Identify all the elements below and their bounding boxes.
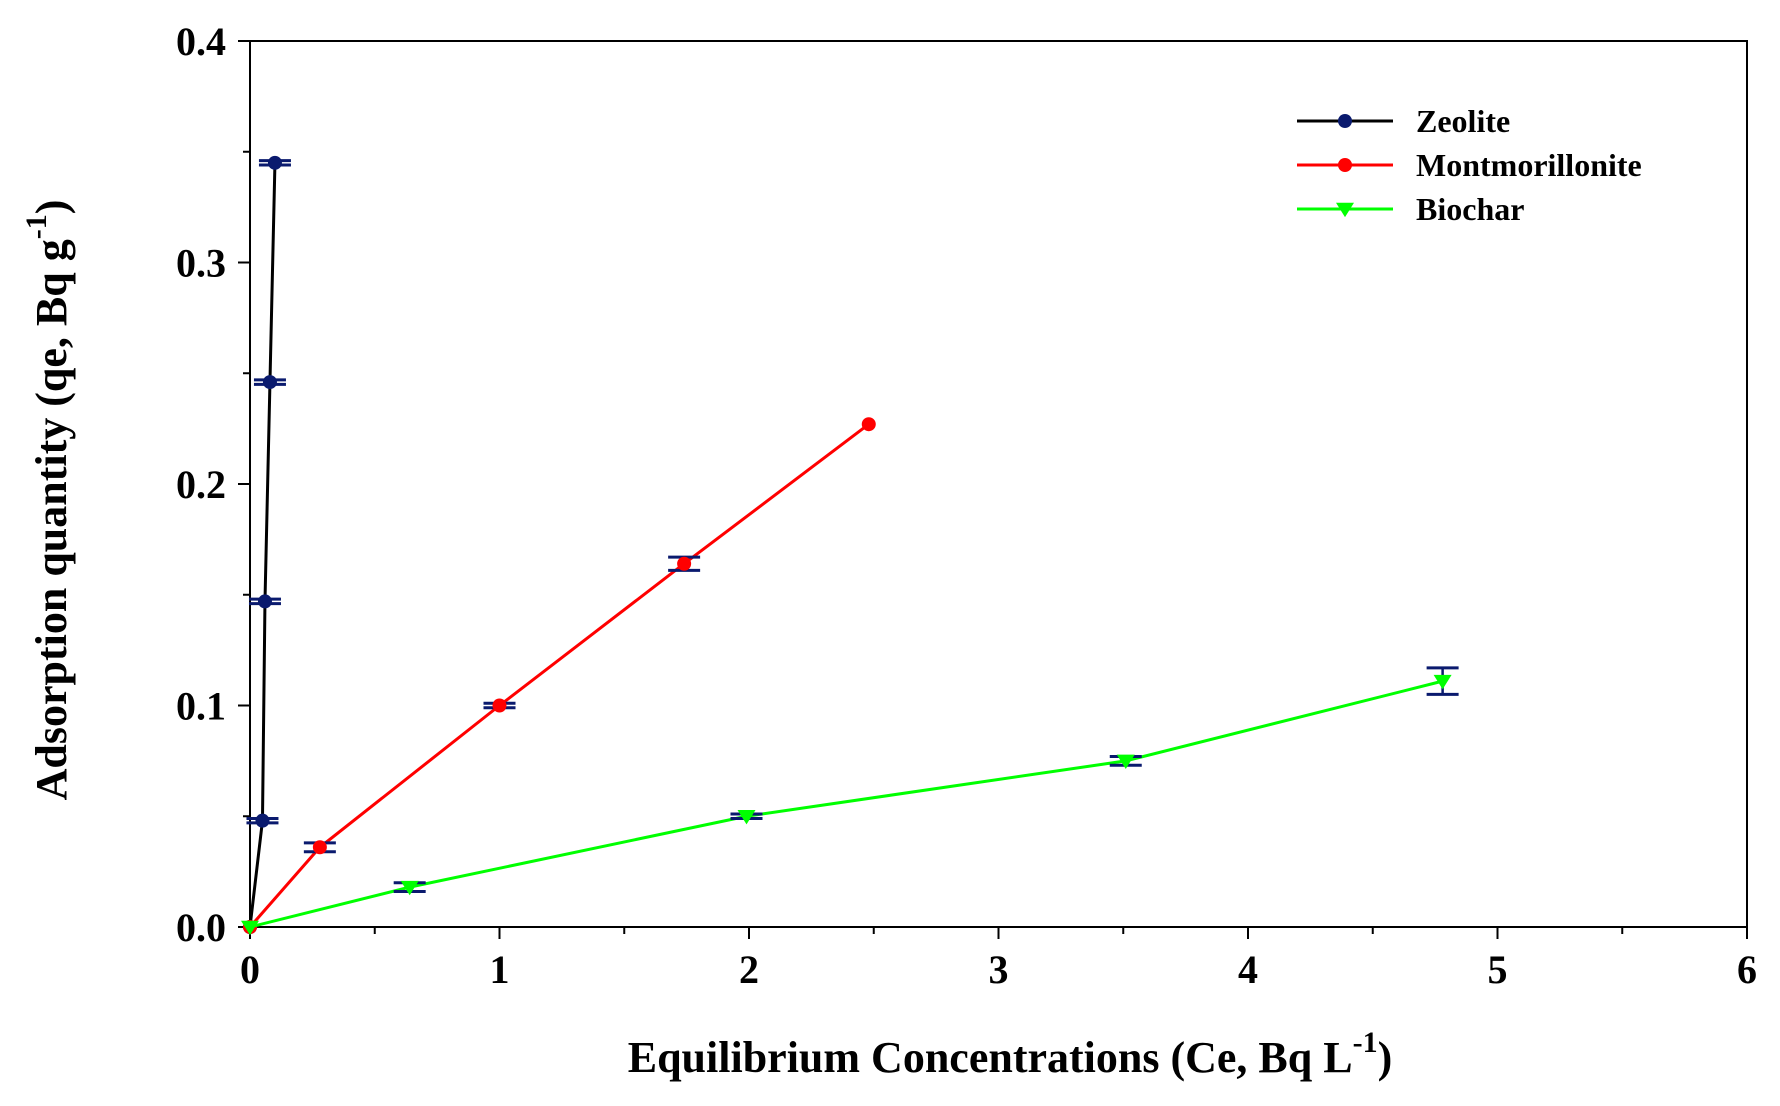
legend-label-montmorillonite: Montmorillonite	[1416, 147, 1642, 183]
montmorillonite-line	[248, 422, 870, 928]
legend-marker-montmorillonite	[1338, 158, 1352, 172]
y-axis-title: Adsorption quantity (qe, Bq g-1)	[20, 200, 76, 801]
legend-label-biochar: Biochar	[1416, 191, 1524, 227]
montmorillonite-point	[677, 556, 692, 571]
zeolite-line	[248, 162, 277, 928]
x-tick-label: 2	[739, 947, 759, 992]
biochar-line	[249, 679, 1443, 929]
biochar-point	[737, 809, 756, 825]
montmorillonite-point	[492, 698, 507, 713]
y-tick-label: 0.3	[176, 241, 226, 286]
x-axis-title: Equilibrium Concentrations (Ce, Bq L-1)	[628, 1026, 1393, 1082]
y-tick-label: 0.2	[176, 462, 226, 507]
biochar-point	[241, 920, 259, 936]
legend-marker-biochar	[1336, 202, 1354, 218]
montmorillonite-point	[312, 840, 327, 855]
y-tick-label: 0.1	[176, 684, 226, 729]
y-tick-label: 0.0	[176, 905, 226, 950]
x-tick-label: 0	[240, 947, 260, 992]
x-tick-label: 5	[1488, 947, 1508, 992]
zeolite-point	[262, 375, 277, 390]
zeolite-point	[257, 594, 272, 609]
x-tick-label: 4	[1238, 947, 1258, 992]
biochar-point	[400, 880, 419, 896]
biochar-point	[1116, 754, 1135, 769]
montmorillonite-point	[861, 417, 876, 432]
legend-label-zeolite: Zeolite	[1416, 103, 1510, 139]
x-tick-label: 1	[490, 947, 510, 992]
biochar-point	[1433, 674, 1452, 690]
y-tick-label: 0.4	[176, 19, 226, 64]
x-tick-label: 3	[989, 947, 1009, 992]
legend-marker-zeolite	[1338, 114, 1352, 128]
zeolite-point	[255, 813, 270, 828]
x-tick-label: 6	[1737, 947, 1757, 992]
zeolite-point	[267, 155, 282, 170]
